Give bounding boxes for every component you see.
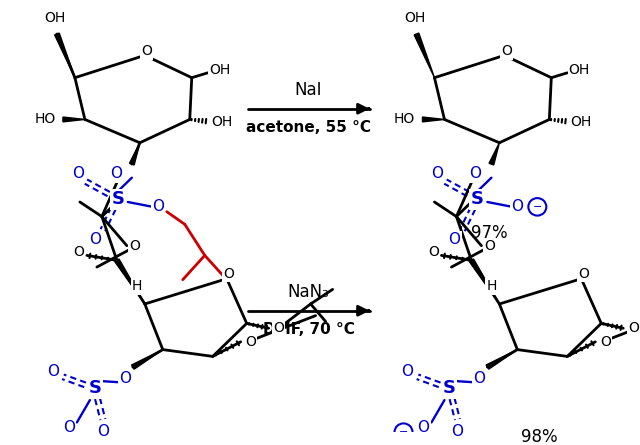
Text: O: O [431, 166, 444, 181]
Text: S: S [471, 190, 484, 208]
Text: O: O [401, 364, 413, 380]
Text: HO: HO [35, 113, 56, 126]
Text: acetone, 55 °C: acetone, 55 °C [246, 120, 371, 135]
Text: H: H [486, 279, 497, 294]
Text: O: O [578, 267, 589, 281]
Text: O: O [474, 371, 485, 386]
Text: O: O [484, 239, 495, 253]
Text: 98%: 98% [521, 428, 557, 445]
Text: O: O [97, 424, 109, 439]
Text: OH: OH [209, 63, 230, 77]
Text: O: O [628, 321, 639, 335]
Text: −: − [399, 427, 408, 437]
Text: O: O [600, 335, 611, 349]
Text: O: O [141, 44, 152, 58]
Text: O: O [469, 166, 481, 181]
Text: NaI: NaI [295, 81, 323, 99]
Text: O: O [74, 246, 84, 259]
Text: DMF, 70 °C: DMF, 70 °C [262, 322, 355, 337]
Text: 97%: 97% [471, 224, 508, 242]
Text: O: O [417, 420, 429, 435]
Text: O: O [501, 44, 512, 58]
Text: S: S [111, 190, 124, 208]
Polygon shape [132, 350, 163, 369]
Text: O: O [89, 232, 101, 247]
Text: OH: OH [569, 63, 590, 77]
Polygon shape [414, 33, 435, 78]
Text: O: O [110, 166, 122, 181]
Polygon shape [129, 143, 140, 165]
Text: O: O [511, 199, 524, 214]
Polygon shape [63, 117, 85, 122]
Polygon shape [115, 259, 145, 304]
Text: HO: HO [394, 113, 415, 126]
Polygon shape [486, 350, 517, 369]
Text: OH: OH [211, 115, 232, 129]
Polygon shape [422, 117, 444, 122]
Text: OH: OH [571, 115, 592, 129]
Text: H: H [132, 279, 142, 294]
Polygon shape [469, 259, 499, 304]
Text: O: O [119, 371, 131, 386]
Text: O: O [449, 232, 460, 247]
Text: O: O [428, 246, 439, 259]
Text: −: − [532, 202, 542, 212]
Text: OH: OH [404, 12, 425, 25]
Text: O: O [273, 321, 284, 335]
Text: OH: OH [44, 12, 65, 25]
Text: O: O [152, 199, 164, 214]
Polygon shape [54, 33, 75, 78]
Text: S: S [88, 380, 101, 397]
Text: O: O [245, 335, 256, 349]
Text: O: O [63, 420, 75, 435]
Text: NaN₃: NaN₃ [288, 283, 330, 301]
Text: O: O [47, 364, 59, 380]
Text: O: O [451, 424, 463, 439]
Text: O: O [223, 267, 234, 281]
Text: O: O [72, 166, 84, 181]
Text: S: S [443, 380, 456, 397]
Text: O: O [129, 239, 140, 253]
Polygon shape [489, 143, 499, 165]
